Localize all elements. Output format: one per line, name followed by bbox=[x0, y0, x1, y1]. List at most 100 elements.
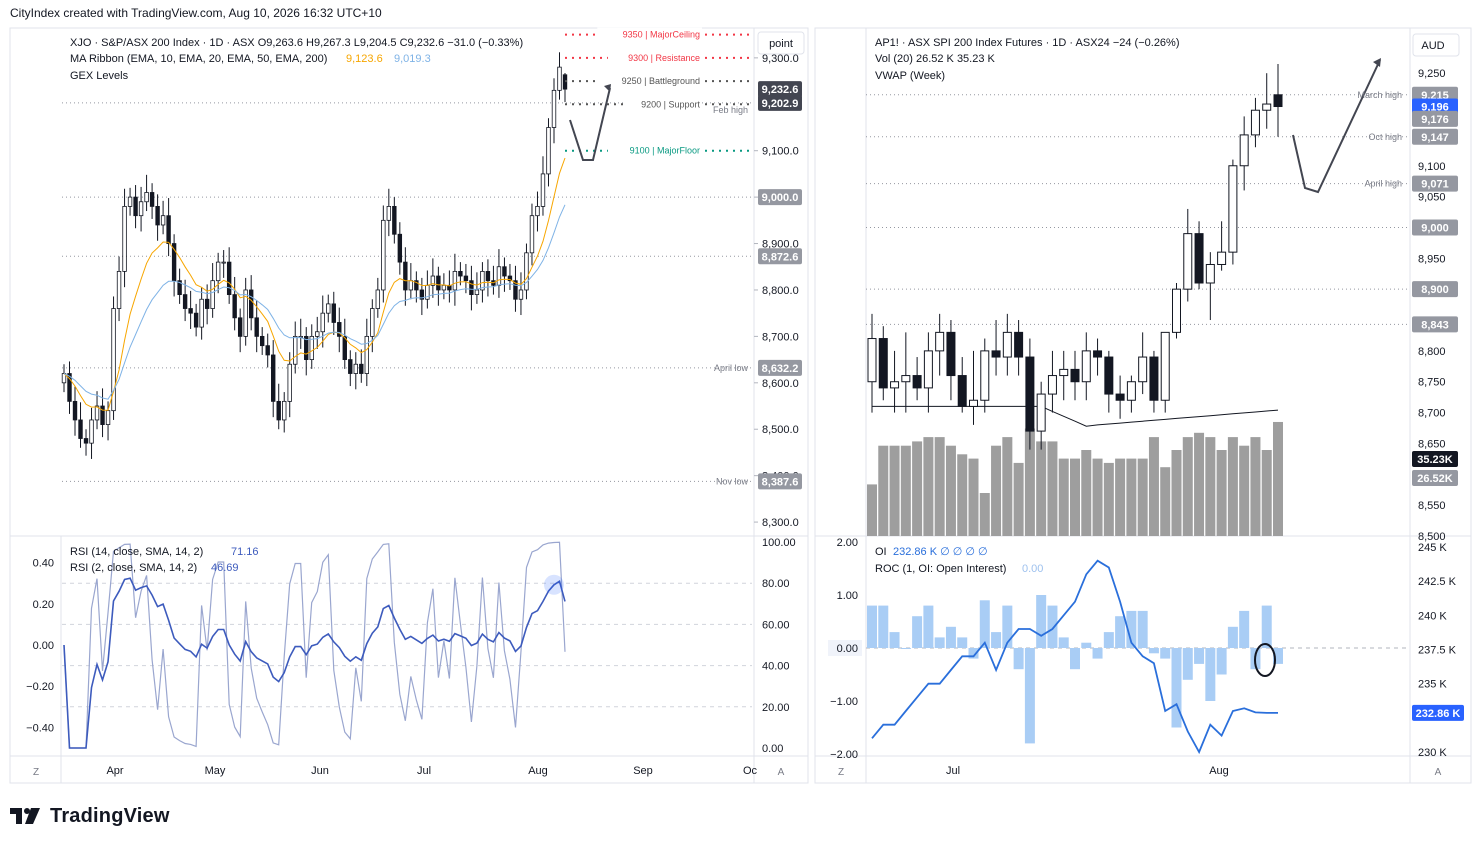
roc-bar bbox=[1273, 648, 1283, 664]
right-y-tick-label: 8,550 bbox=[1418, 500, 1446, 512]
volume-bar bbox=[957, 454, 968, 536]
oi-right-tick-label: 240 K bbox=[1418, 610, 1447, 622]
xjo-candle-body bbox=[287, 363, 292, 402]
volume-bar bbox=[1171, 450, 1182, 536]
chart-canvas[interactable]: 9350 | MajorCeiling 9300 | Resistance 9250… bbox=[0, 0, 1475, 800]
rsi-right-tick-label: 40.00 bbox=[762, 661, 790, 673]
rsi-left-tick-label: 0.00 bbox=[33, 640, 54, 652]
vwap-line bbox=[872, 405, 1279, 427]
left-zoom-button[interactable]: Z bbox=[33, 767, 39, 778]
xjo-candle-body bbox=[276, 400, 281, 421]
volume-bar bbox=[1160, 467, 1171, 536]
xjo-candle-body bbox=[392, 206, 397, 235]
xjo-candle-body bbox=[100, 405, 105, 425]
left-axis-unit[interactable]: point bbox=[769, 38, 793, 50]
xjo-candle-body bbox=[386, 206, 392, 221]
volume-bar bbox=[1194, 432, 1205, 536]
right-price-tag: 8,843 bbox=[1421, 319, 1449, 331]
xjo-candle-body bbox=[105, 410, 111, 425]
chart-caption: CityIndex created with TradingView.com, … bbox=[10, 6, 382, 20]
roc-bar bbox=[1148, 648, 1159, 654]
xjo-candle-body bbox=[331, 303, 336, 323]
roc-bar bbox=[1013, 648, 1024, 670]
roc-bar bbox=[878, 605, 889, 648]
volume-bar bbox=[923, 437, 934, 536]
xjo-candle-body bbox=[89, 419, 94, 444]
xjo-candle-body bbox=[210, 280, 215, 309]
right-price-tag-bg bbox=[1412, 219, 1458, 236]
ap1-candle-body bbox=[923, 350, 933, 389]
rsi-2-line bbox=[63, 541, 566, 749]
left-axis-unit-box[interactable] bbox=[757, 31, 805, 55]
right-auto-scale-button[interactable]: A bbox=[1435, 767, 1442, 778]
ap1-legend-title: AP1! · ASX SPI 200 Index Futures · 1D · … bbox=[875, 37, 1180, 49]
right-price-tag-bg bbox=[1412, 281, 1458, 298]
left-x-tick-label: Aug bbox=[528, 765, 548, 777]
tradingview-logo[interactable]: TradingView bbox=[10, 803, 170, 829]
xjo-candle-body bbox=[381, 219, 386, 291]
volume-bar bbox=[1013, 462, 1024, 536]
ap1-candle-body bbox=[1262, 103, 1272, 111]
ref-label-feb-high: Feb high bbox=[713, 105, 748, 115]
right-zoom-button[interactable]: Z bbox=[838, 767, 844, 778]
volume-bar bbox=[1002, 437, 1013, 536]
volume-bar bbox=[1182, 437, 1193, 536]
right-x-tick-label: Jul bbox=[946, 765, 960, 777]
right-price-tag: 35.23K bbox=[1417, 454, 1453, 466]
xjo-candle-body bbox=[78, 419, 83, 439]
volume-legend: Vol (20) 26.52 K 35.23 K bbox=[875, 53, 996, 65]
roc-bar bbox=[900, 648, 911, 649]
roc-legend: ROC (1, OI: Open Interest) bbox=[875, 563, 1006, 575]
volume-bar bbox=[1261, 450, 1272, 536]
ap1-candle-body bbox=[991, 350, 1001, 358]
oi-right-tick-label: 235 K bbox=[1418, 679, 1447, 691]
xjo-candle-body bbox=[480, 270, 485, 291]
xjo-candle-body bbox=[248, 289, 254, 319]
xjo-candle-body bbox=[485, 270, 491, 282]
ap1-candle-body bbox=[1126, 381, 1136, 401]
right-axis-unit[interactable]: AUD bbox=[1421, 40, 1444, 52]
left-auto-scale-button[interactable]: A bbox=[778, 767, 785, 778]
ap1-candle-body bbox=[1149, 356, 1159, 401]
roc-bar bbox=[1092, 648, 1103, 659]
roc-bar bbox=[1216, 648, 1227, 675]
roc-bar bbox=[991, 632, 1002, 648]
xjo-candle-body bbox=[502, 266, 507, 277]
xjo-candle-body bbox=[193, 312, 199, 328]
xjo-candle-body bbox=[282, 400, 287, 421]
xjo-candle-body bbox=[518, 289, 524, 300]
xjo-candle-body bbox=[507, 275, 513, 282]
ap1-projection-arrow bbox=[1292, 59, 1381, 194]
roc-bar bbox=[1002, 605, 1013, 648]
xjo-candle-body bbox=[166, 215, 171, 244]
left-y-tick-label: 8,700.0 bbox=[762, 331, 799, 343]
xjo-candle-body bbox=[540, 173, 546, 207]
roc-left-tick-label: −1.00 bbox=[830, 696, 858, 708]
right-price-tag: 9,071 bbox=[1421, 179, 1449, 191]
roc-left-tick-label: 0.00 bbox=[837, 643, 858, 655]
xjo-legend-title: XJO · S&P/ASX 200 Index · 1D · ASX O9,26… bbox=[70, 37, 523, 49]
xjo-candle-body bbox=[452, 270, 458, 291]
rsi-14-legend: RSI (14, close, SMA, 14, 2) bbox=[70, 546, 203, 558]
xjo-candle-body bbox=[529, 215, 535, 254]
right-price-tag: 9,176 bbox=[1421, 114, 1449, 126]
rsi-highlight-circle bbox=[543, 574, 564, 595]
roc-bar bbox=[1126, 610, 1137, 648]
xjo-candle-body bbox=[353, 363, 358, 374]
xjo-candle-body bbox=[155, 206, 160, 226]
right-axis-unit-box[interactable] bbox=[1412, 33, 1460, 57]
ap1-candle-body bbox=[1093, 350, 1103, 358]
right-panel-frame bbox=[814, 27, 1472, 784]
right-y-tick-label: 9,050 bbox=[1418, 192, 1446, 204]
gex-label-bg bbox=[607, 50, 702, 64]
xjo-candle-body bbox=[364, 335, 370, 374]
roc-bar bbox=[923, 605, 934, 648]
xjo-candle-body bbox=[221, 261, 226, 264]
xjo-candle-body bbox=[271, 354, 276, 402]
roc-bar bbox=[1047, 605, 1058, 648]
right-price-tag: 9,000 bbox=[1421, 222, 1449, 234]
tradingview-wordmark: TradingView bbox=[50, 804, 170, 827]
ap1-candle-body bbox=[1160, 331, 1170, 401]
xjo-candle-body bbox=[237, 317, 243, 337]
right-y-tick-label: 8,800 bbox=[1418, 346, 1446, 358]
